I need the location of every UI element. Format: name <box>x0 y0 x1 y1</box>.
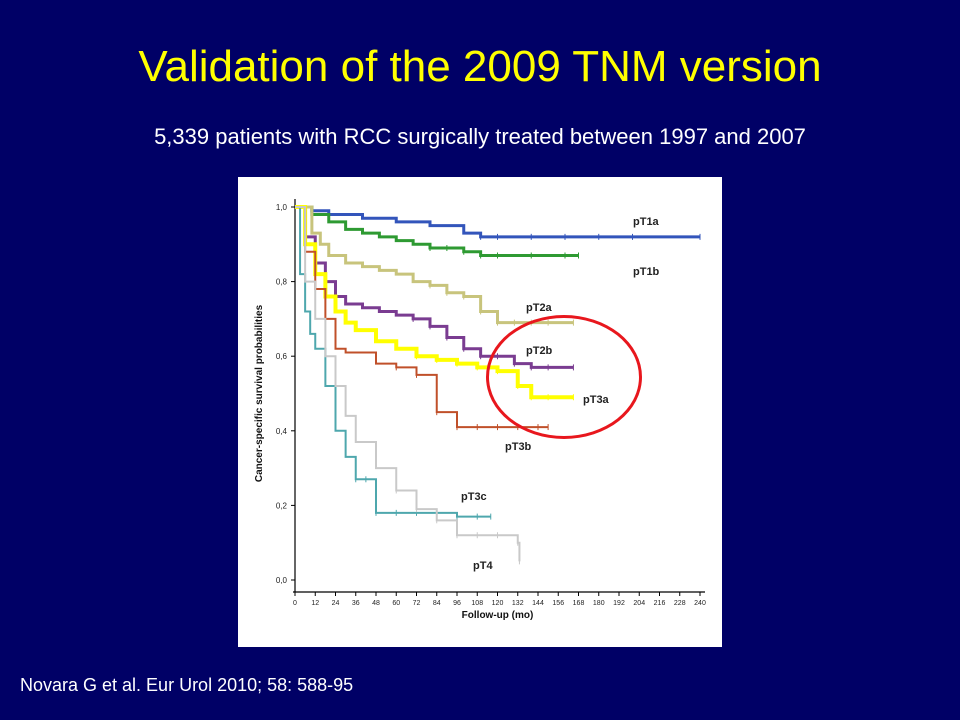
series-label-pt4: pT4 <box>473 560 493 572</box>
x-tick-label: 48 <box>372 600 380 607</box>
x-tick-label: 240 <box>694 600 706 607</box>
y-axis-label: Cancer-specific survival probabilities <box>254 304 265 482</box>
slide-subtitle: 5,339 patients with RCC surgically treat… <box>154 124 806 149</box>
citation: Novara G et al. Eur Urol 2010; 58: 588-9… <box>20 675 354 695</box>
series-label-pt1b: pT1b <box>633 266 660 278</box>
series-line-pt2a <box>295 205 574 325</box>
x-tick-label: 192 <box>613 600 625 607</box>
x-tick-label: 96 <box>453 600 461 607</box>
y-tick-label: 0,8 <box>276 278 288 287</box>
x-tick-label: 84 <box>433 600 441 607</box>
x-tick-label: 72 <box>413 600 421 607</box>
y-tick-label: 0,0 <box>276 576 288 585</box>
series-line-pt4 <box>295 206 521 562</box>
series-label-pt1a: pT1a <box>633 216 660 228</box>
x-tick-label: 12 <box>311 600 319 607</box>
series-line-pt3b <box>295 206 549 429</box>
x-tick-label: 36 <box>352 600 360 607</box>
x-tick-label: 0 <box>293 600 297 607</box>
slide-title: Validation of the 2009 TNM version <box>138 42 822 91</box>
series-line-pt1a <box>295 205 700 239</box>
x-tick-label: 120 <box>492 600 504 607</box>
series-line-pt3c <box>295 206 491 518</box>
y-tick-label: 0,2 <box>276 501 288 510</box>
x-tick-label: 168 <box>573 600 585 607</box>
x-axis-label: Follow-up (mo) <box>462 610 534 621</box>
series-label-pt2a: pT2a <box>526 302 553 314</box>
x-tick-label: 156 <box>552 600 564 607</box>
y-tick-label: 0,4 <box>276 427 288 436</box>
x-tick-label: 108 <box>471 600 483 607</box>
y-tick-label: 1,0 <box>276 203 288 212</box>
survival-chart: 0,0 0,2 0,4 0,6 0,8 1,0 0 12 24 36 48 60 72 84 96 108 12… <box>238 177 722 647</box>
x-tick-label: 24 <box>332 600 340 607</box>
survival-chart-svg: 0,0 0,2 0,4 0,6 0,8 1,0 0 12 24 36 48 60 72 84 96 108 12… <box>254 199 706 621</box>
x-tick-label: 144 <box>532 600 544 607</box>
x-tick-label: 216 <box>654 600 666 607</box>
x-tick-label: 132 <box>512 600 524 607</box>
series-label-pt3c: pT3c <box>461 491 487 503</box>
x-tick-label: 204 <box>633 600 645 607</box>
x-tick-label: 228 <box>674 600 686 607</box>
series-label-pt3b: pT3b <box>505 441 532 453</box>
x-tick-label: 180 <box>593 600 605 607</box>
highlight-ellipse <box>486 315 642 439</box>
x-tick-label: 60 <box>392 600 400 607</box>
y-tick-label: 0,6 <box>276 352 288 361</box>
